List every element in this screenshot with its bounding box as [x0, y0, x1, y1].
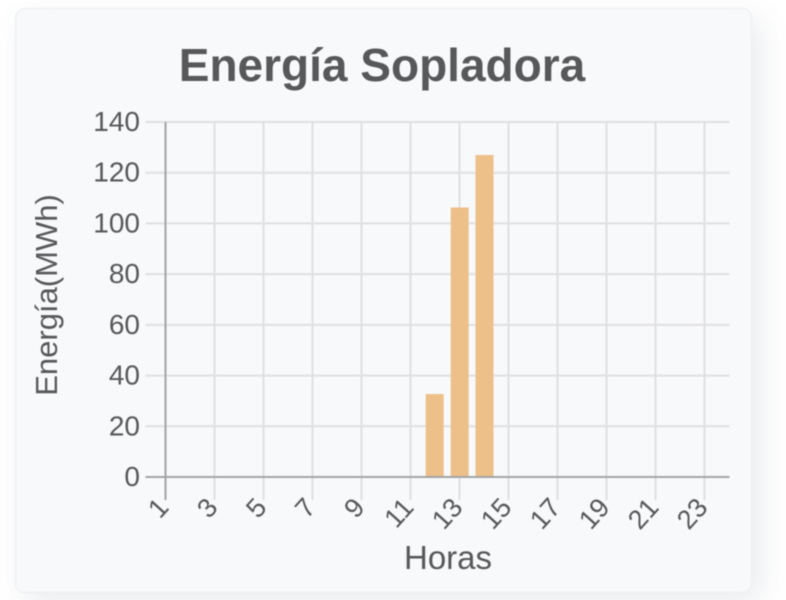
- svg-text:5: 5: [240, 492, 272, 523]
- svg-text:20: 20: [109, 410, 140, 441]
- svg-text:23: 23: [671, 492, 713, 534]
- svg-text:80: 80: [109, 258, 140, 289]
- svg-text:7: 7: [289, 492, 321, 523]
- svg-text:140: 140: [93, 106, 140, 137]
- svg-text:1: 1: [142, 492, 174, 523]
- svg-text:17: 17: [524, 492, 566, 534]
- svg-text:0: 0: [124, 461, 140, 492]
- svg-text:40: 40: [109, 360, 140, 391]
- svg-text:3: 3: [191, 492, 223, 523]
- svg-text:11: 11: [378, 492, 419, 533]
- svg-text:15: 15: [475, 492, 517, 534]
- svg-text:9: 9: [338, 492, 370, 523]
- svg-text:19: 19: [573, 492, 615, 534]
- svg-text:60: 60: [109, 309, 140, 340]
- svg-text:21: 21: [622, 492, 664, 534]
- svg-text:Energía(MWh): Energía(MWh): [29, 194, 64, 396]
- svg-text:Energía Sopladora: Energía Sopladora: [179, 39, 586, 91]
- svg-text:100: 100: [93, 207, 140, 238]
- svg-text:Horas: Horas: [404, 539, 492, 576]
- svg-text:120: 120: [93, 157, 140, 188]
- svg-text:13: 13: [426, 492, 468, 534]
